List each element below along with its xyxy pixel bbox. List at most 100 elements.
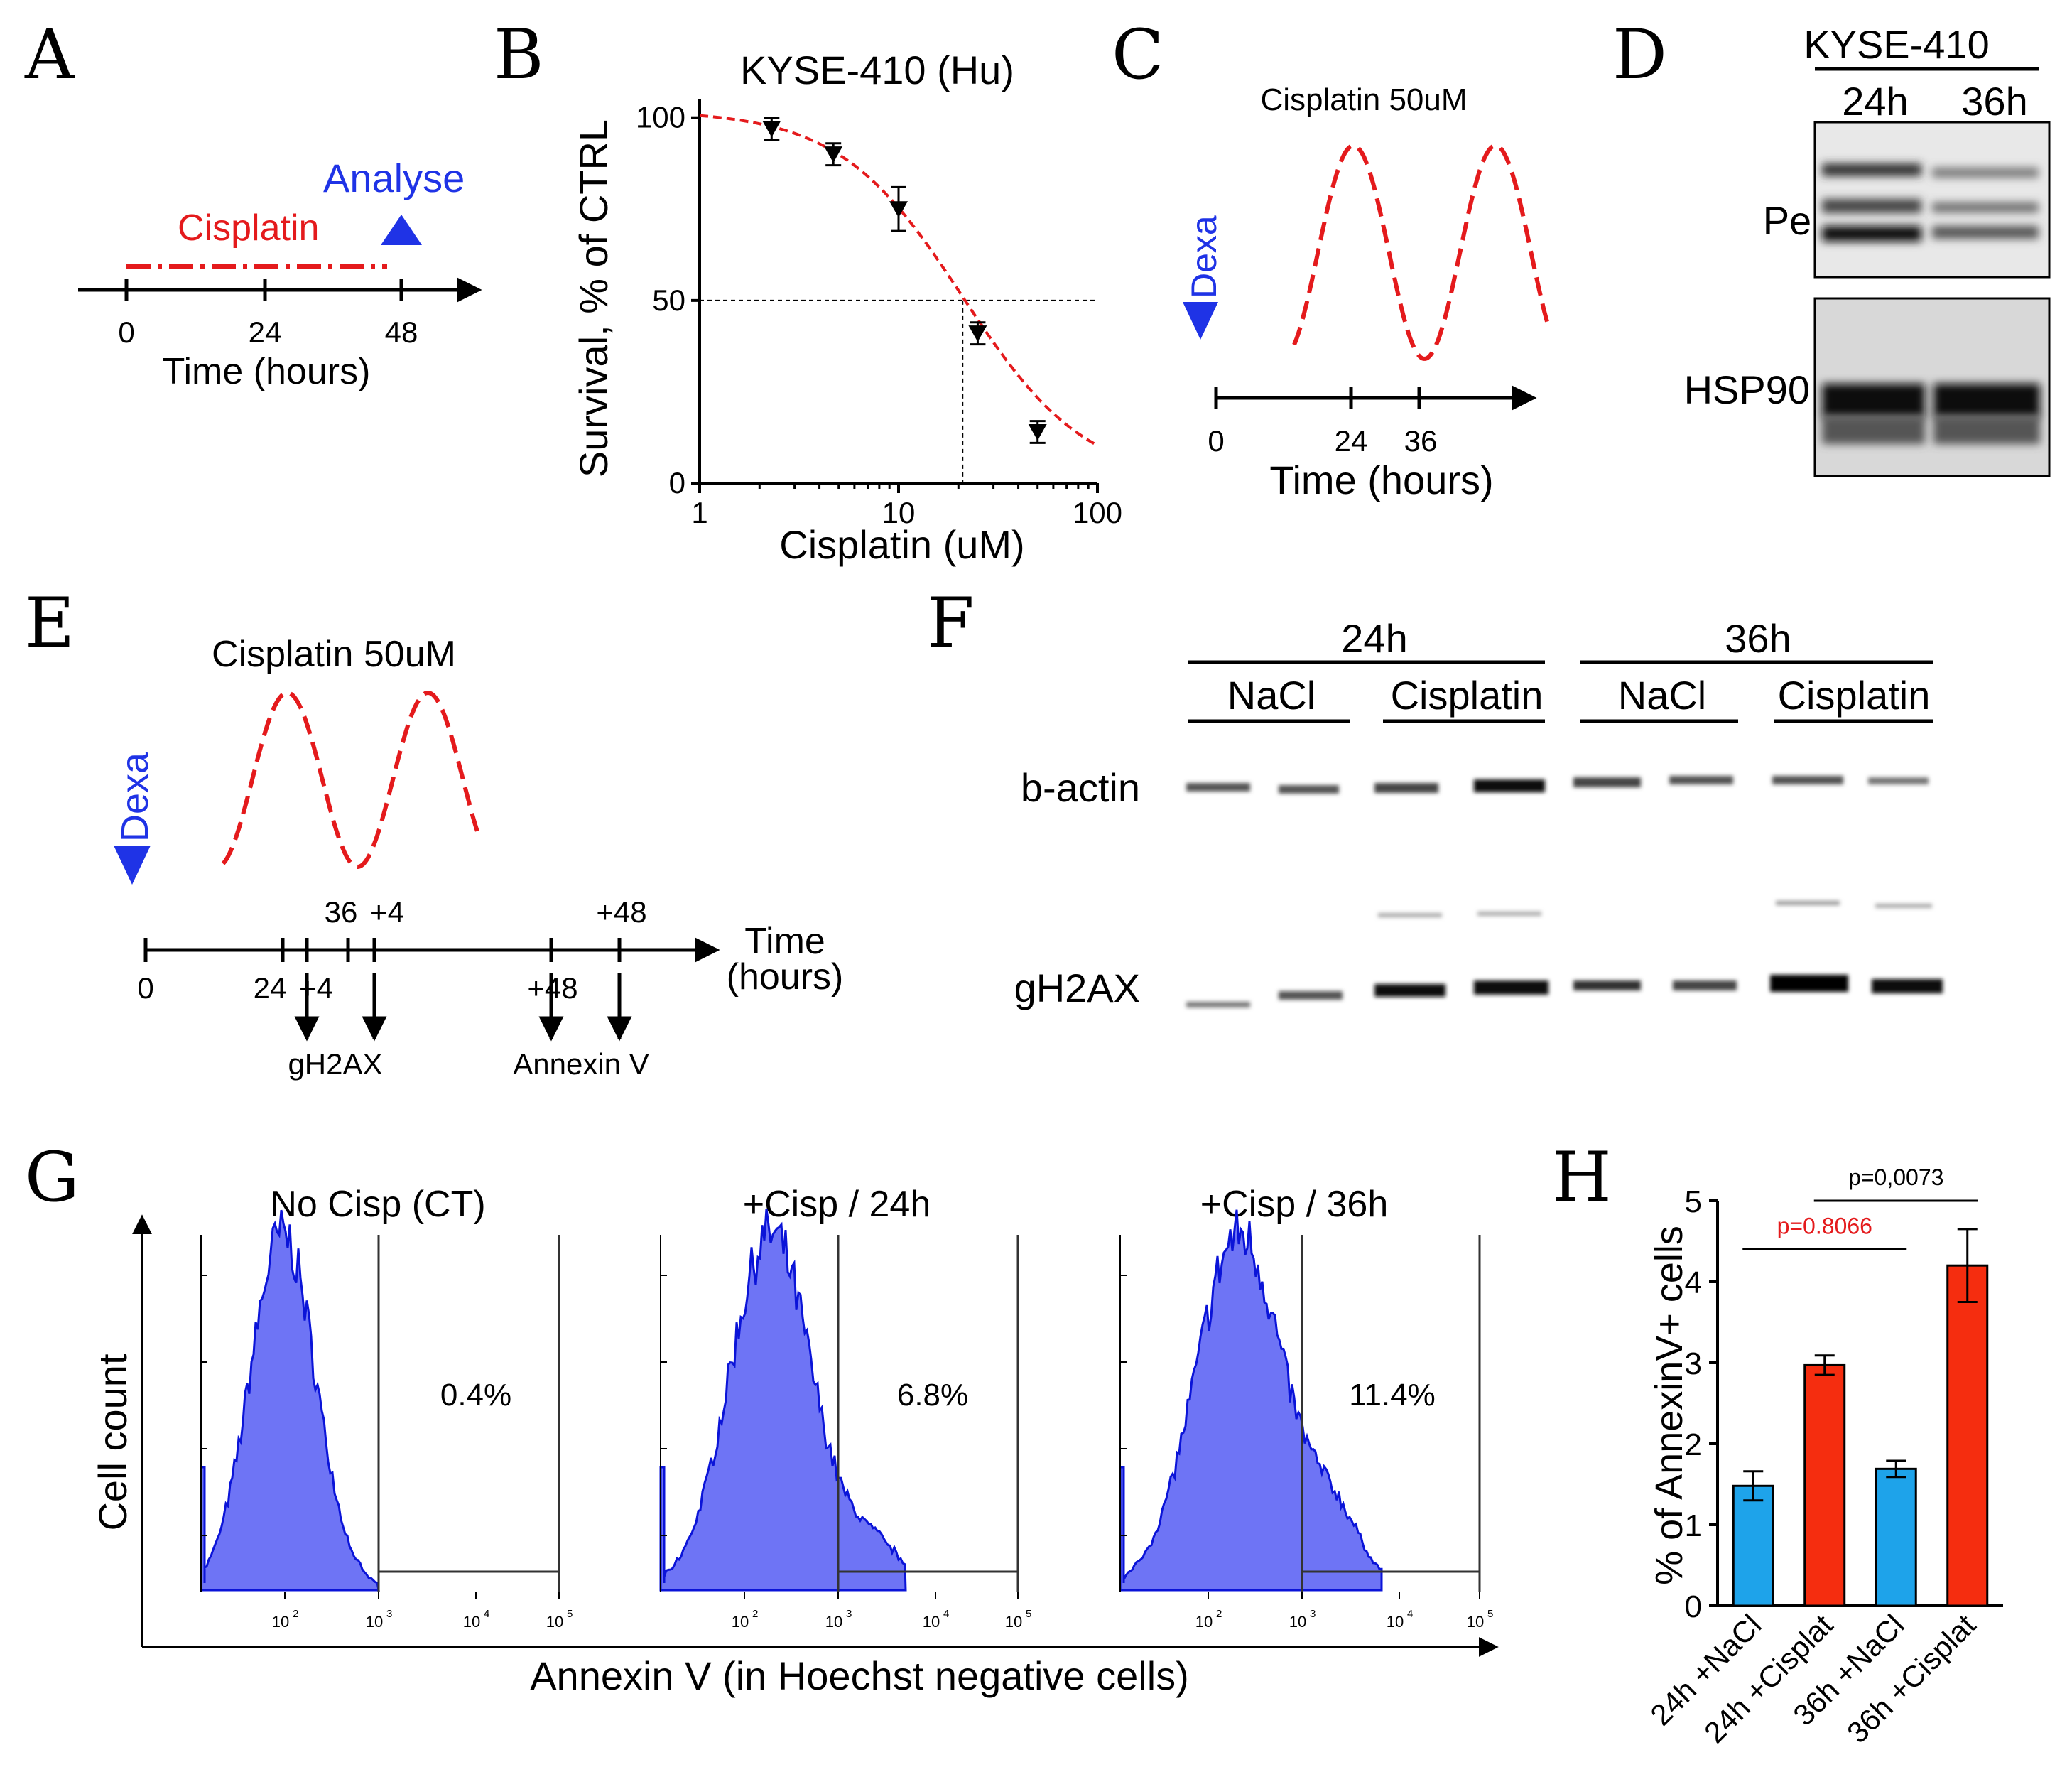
- gh2ax-band: [1872, 979, 1943, 993]
- b-data-point: [1028, 424, 1047, 441]
- d-blot-hsp90: [1813, 297, 2051, 477]
- g-percent-24h: 6.8%: [897, 1378, 968, 1412]
- g-xtick-label: 10: [825, 1613, 842, 1631]
- e-circadian-wave: [221, 690, 479, 870]
- h-ytick-label: 2: [1685, 1427, 1702, 1462]
- h-ylabel: % of AnnexinV+ cells: [1648, 1226, 1691, 1585]
- per2-band: [1932, 226, 2039, 239]
- h-ytick-label: 4: [1685, 1265, 1702, 1300]
- gh2ax-band: [1770, 975, 1848, 992]
- panel-e: E Cisplatin 50uM Dexa 0 24 +4 +48 36 +4 …: [25, 583, 843, 1081]
- gh2ax-band: [1474, 980, 1548, 995]
- analyse-label: Analyse: [323, 156, 465, 200]
- bactin-band: [1186, 783, 1250, 792]
- cisplatin-label: Cisplatin: [178, 207, 319, 249]
- panel-b-letter: B: [494, 15, 544, 94]
- g-ylabel: Cell count: [90, 1354, 135, 1530]
- f-group-36h: 36h: [1725, 616, 1791, 661]
- f-treat-cis-24: Cisplatin: [1391, 673, 1544, 718]
- h-bar: [1732, 1484, 1774, 1607]
- c-axis-label: Time (hours): [1269, 458, 1493, 502]
- e-xlabel-hours: (hours): [727, 956, 844, 998]
- panel-h-letter: H: [1552, 1138, 1612, 1217]
- h-error-bar: [1743, 1470, 1764, 1502]
- g-xtick-label: 10: [272, 1613, 289, 1631]
- g-title-36h: +Cisp / 36h: [1200, 1184, 1389, 1225]
- h-error-bar: [1886, 1459, 1906, 1479]
- e-tick-0: 0: [137, 971, 153, 1005]
- bactin-band: [1669, 776, 1733, 784]
- b-xtick-label: 1: [691, 496, 707, 529]
- g-xtick-exp: 2: [1216, 1608, 1222, 1620]
- g-xtick-exp: 4: [1407, 1608, 1413, 1620]
- g-xtick-label: 10: [546, 1613, 563, 1631]
- e-title: Cisplatin 50uM: [212, 634, 456, 675]
- g-hist-fill: [1119, 1209, 1383, 1592]
- d-hsp90-label: HSP90: [1684, 367, 1810, 412]
- panel-c: C Cisplatin 50uM Dexa 0 24 36 Time (hour…: [1112, 15, 1551, 502]
- per2-band: [1932, 168, 2039, 178]
- f-group-24h: 24h: [1341, 616, 1407, 661]
- panel-c-letter: C: [1112, 15, 1164, 94]
- c-dexa-triangle-icon: [1183, 302, 1218, 340]
- g-xtick-exp: 3: [846, 1608, 852, 1620]
- g-xtick-label: 10: [1467, 1613, 1484, 1631]
- e-dexa-label: Dexa: [114, 752, 156, 842]
- g-xlabel: Annexin V (in Hoechst negative cells): [530, 1653, 1189, 1698]
- b-xlabel: Cisplatin (uM): [779, 522, 1024, 567]
- h-bar: [1946, 1264, 1989, 1607]
- b-data-point: [824, 146, 843, 163]
- h-error-bar: [1957, 1228, 1978, 1303]
- f-treat-cis-36: Cisplatin: [1778, 673, 1931, 718]
- g-xtick-label: 10: [1289, 1613, 1306, 1631]
- b-ytick-label: 100: [636, 101, 685, 134]
- panel-a: A Cisplatin Analyse 0 24 48 Time (hours): [24, 15, 482, 392]
- panel-d: D KYSE-410 24h 36h Per2 HSP90: [1612, 15, 2051, 477]
- bactin-band: [1374, 783, 1438, 793]
- f-bactin-label: b-actin: [1021, 765, 1140, 810]
- c-circadian-wave: [1292, 143, 1551, 361]
- b-plot-area: [699, 114, 1098, 483]
- e-assay-gh2ax: gH2AX: [288, 1047, 382, 1081]
- g-hist-fill: [659, 1208, 907, 1592]
- d-lane-24h: 24h: [1842, 79, 1908, 124]
- gh2ax-band: [1374, 984, 1445, 997]
- g-xtick-exp: 4: [484, 1608, 489, 1620]
- panel-d-letter: D: [1612, 15, 1667, 94]
- h-ytick-label: 3: [1685, 1346, 1702, 1381]
- g-xtick-label: 10: [923, 1613, 940, 1631]
- g-title-24h: +Cisp / 24h: [743, 1184, 931, 1225]
- h-pvalue-label: p=0.8066: [1777, 1213, 1872, 1238]
- h-pvalue-label: p=0,0073: [1848, 1165, 1943, 1190]
- g-xtick-exp: 5: [567, 1608, 573, 1620]
- panel-f: F 24h 36h NaCl Cisplatin NaCl Cisplatin …: [927, 583, 1943, 1010]
- d-cell-line: KYSE-410: [1803, 22, 1990, 67]
- panel-g-letter: G: [25, 1138, 80, 1217]
- bactin-band: [1573, 777, 1641, 787]
- b-ylabel: Survival, % of CTRL: [571, 119, 616, 477]
- h-ytick-label: 0: [1685, 1589, 1702, 1624]
- bactin-band: [1279, 785, 1339, 794]
- per2-band: [1822, 199, 1921, 213]
- g-hist-fill: [200, 1209, 380, 1592]
- b-xtick-label: 100: [1073, 496, 1122, 529]
- c-tick-0: 0: [1208, 424, 1224, 458]
- c-title: Cisplatin 50uM: [1260, 82, 1467, 117]
- panel-a-letter: A: [24, 15, 75, 94]
- h-ytick-label: 5: [1685, 1184, 1702, 1219]
- g-xtick-exp: 3: [386, 1608, 392, 1620]
- f-treat-nacl-24: NaCl: [1227, 673, 1316, 718]
- per2-band: [1822, 163, 1921, 176]
- g-title-ct: No Cisp (CT): [270, 1184, 485, 1225]
- f-blot-gh2ax: [1186, 901, 1943, 1007]
- b-axes: 0 50 100 1 10 100: [636, 99, 1122, 529]
- e-tick-plus4-below: +4: [299, 971, 333, 1005]
- gh2ax-band: [1573, 980, 1641, 990]
- e-assay-annexin: Annexin V: [513, 1047, 649, 1081]
- g-xtick-label: 10: [1005, 1613, 1022, 1631]
- g-histogram-36h: +Cisp / 36h 11.4%: [1119, 1184, 1481, 1592]
- a-tick-0: 0: [118, 315, 134, 349]
- e-dexa-triangle-icon: [114, 846, 151, 885]
